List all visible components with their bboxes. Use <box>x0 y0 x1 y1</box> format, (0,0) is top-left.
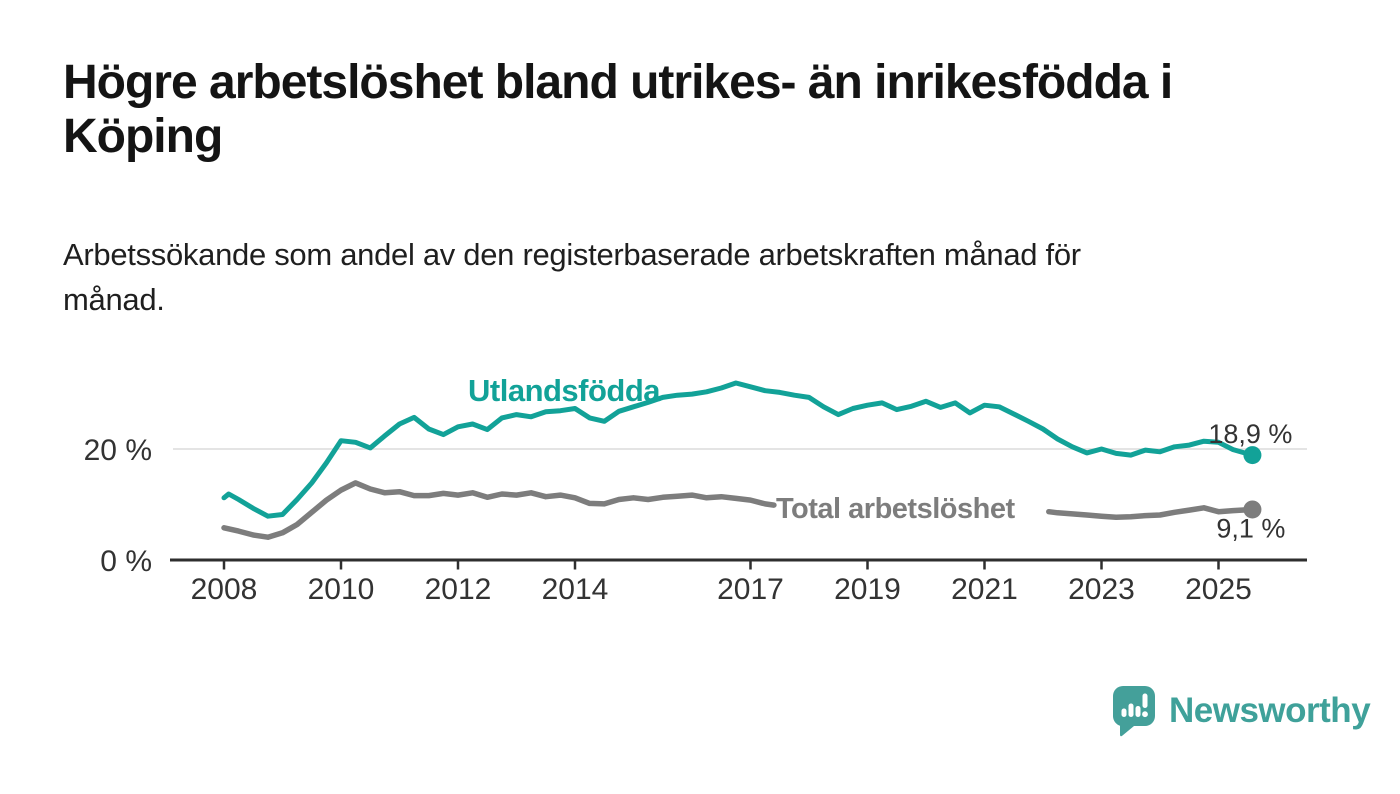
series-line-total-arbetsloshet-1 <box>221 480 777 540</box>
subtitle-line2: månad. <box>63 282 165 317</box>
total-end-value-label: 9,1 % <box>1216 513 1285 543</box>
series-line-total-arbetsloshet-2 <box>1046 505 1256 521</box>
logo-bar-1 <box>1121 708 1127 717</box>
x-tick-label: 2012 <box>425 573 492 606</box>
x-tick-label: 2008 <box>191 573 258 606</box>
subtitle-line1: Arbetssökande som andel av den registerb… <box>63 237 1081 272</box>
total-series-label: Total arbetslöshet <box>776 493 1015 525</box>
logo-bar-2 <box>1128 703 1134 717</box>
y-tick-label: 20 % <box>84 434 152 467</box>
series-line-utlandsfodda <box>221 380 1255 519</box>
x-tick-label: 2019 <box>834 573 901 606</box>
x-tick-label: 2017 <box>717 573 784 606</box>
newsworthy-logo-text: Newsworthy <box>1169 691 1371 730</box>
x-tick-label: 2014 <box>542 573 609 606</box>
title-line1: Högre arbetslöshet bland utrikes- än inr… <box>63 56 1173 109</box>
page-title: Högre arbetslöshet bland utrikes- än inr… <box>63 56 1173 164</box>
total-endpoint-dot <box>1243 500 1262 519</box>
x-tick-label: 2010 <box>308 573 375 606</box>
title-line2: Köping <box>63 110 223 163</box>
utlandsfodda-endpoint-dot <box>1243 446 1262 465</box>
logo-bar-3 <box>1135 706 1141 717</box>
x-tick-label: 2025 <box>1185 573 1252 606</box>
newsworthy-logo-icon <box>1112 686 1155 737</box>
x-tick-label: 2021 <box>951 573 1018 606</box>
utlandsfodda-series-label: Utlandsfödda <box>468 373 661 408</box>
newsworthy-logo: Newsworthy <box>1112 684 1371 738</box>
y-tick-label: 0 % <box>100 545 152 578</box>
logo-exclamation-bar <box>1142 693 1148 708</box>
line-chart: 18,9 % 9,1 % Utlandsfödda Total arbetslöshe… <box>84 373 1307 606</box>
x-tick-label: 2023 <box>1068 573 1135 606</box>
speech-bubble-shape <box>1112 686 1155 737</box>
logo-exclamation-dot <box>1142 711 1148 718</box>
chart-subtitle: Arbetssökande som andel av den registerb… <box>63 232 1081 322</box>
utlandsfodda-end-value-label: 18,9 % <box>1208 419 1292 449</box>
